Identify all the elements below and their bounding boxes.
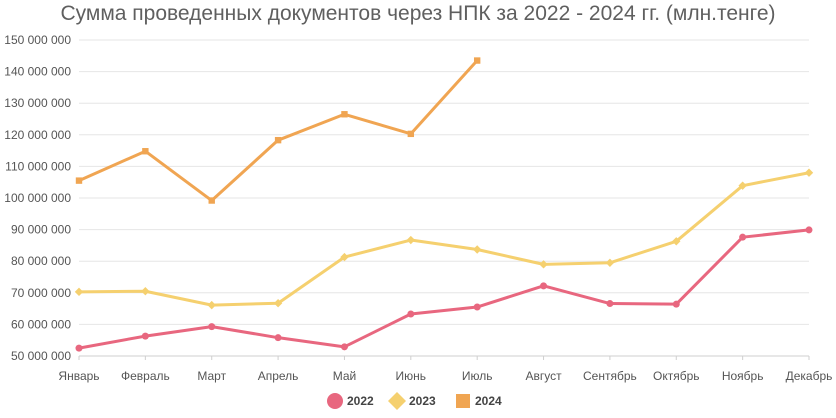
y-tick-label: 100 000 000	[4, 191, 71, 205]
data-point-2024	[341, 111, 348, 118]
legend-label: 2023	[409, 394, 436, 408]
data-point-2023	[74, 287, 84, 297]
data-point-2024	[407, 130, 415, 138]
x-tick-labels: Январь Февраль Март Апрель Май Июнь Июль Август…	[58, 369, 832, 383]
data-point-2023	[672, 237, 681, 246]
x-tick-label: Май	[333, 369, 357, 383]
data-point-2022	[141, 332, 149, 340]
y-tick-labels: 50 000 000 60 000 000 70 000 000 80 000 000…	[4, 33, 71, 363]
data-point-2023	[273, 299, 283, 308]
data-point-2023	[804, 168, 814, 177]
y-tick-label: 70 000 000	[11, 286, 71, 300]
axes	[78, 355, 810, 360]
y-tick-label: 90 000 000	[11, 223, 71, 237]
legend-marker	[388, 392, 406, 410]
x-tick-label: Декабрь	[786, 369, 833, 383]
series-2024	[75, 57, 481, 204]
x-tick-label: Март	[197, 369, 226, 383]
data-point-2024	[142, 148, 149, 155]
data-point-2024	[274, 136, 282, 144]
y-tick-label: 140 000 000	[4, 65, 71, 79]
x-tick-label: Июнь	[396, 369, 427, 383]
y-tick-label: 130 000 000	[4, 96, 71, 110]
data-point-2022	[739, 233, 747, 241]
legend: 2022 2023 2024	[327, 392, 502, 410]
y-tick-label: 110 000 000	[5, 159, 71, 173]
legend-label: 2022	[347, 394, 374, 408]
series-2023	[74, 168, 814, 310]
data-point-2023	[605, 258, 615, 267]
series	[74, 57, 814, 352]
data-point-2023	[207, 300, 216, 310]
data-point-2022	[208, 323, 216, 331]
data-point-2022	[540, 282, 548, 290]
grid-lines	[79, 39, 809, 357]
data-point-2022	[75, 344, 83, 352]
legend-item-2023[interactable]: 2023	[388, 392, 436, 410]
data-point-2023	[539, 260, 548, 269]
legend-marker	[456, 394, 470, 408]
legend-item-2022[interactable]: 2022	[327, 393, 374, 409]
data-point-2023	[406, 235, 416, 245]
y-tick-label: 50 000 000	[11, 349, 71, 363]
data-point-2022	[473, 303, 481, 311]
data-point-2022	[672, 300, 680, 308]
chart-title: Сумма проведенных документов через НПК з…	[60, 2, 776, 25]
y-tick-label: 80 000 000	[11, 254, 71, 268]
x-tick-label: Июль	[462, 369, 493, 383]
data-point-2022	[407, 310, 415, 318]
data-point-2022	[274, 334, 282, 342]
data-point-2024	[208, 197, 215, 204]
legend-item-2024[interactable]: 2024	[456, 394, 502, 408]
data-point-2024	[75, 177, 83, 184]
y-tick-label: 120 000 000	[4, 128, 71, 142]
data-point-2023	[141, 287, 150, 296]
x-tick-label: Сентябрь	[583, 369, 637, 383]
data-point-2022	[606, 300, 614, 308]
y-tick-label: 60 000 000	[11, 317, 71, 331]
x-tick-label: Ноябрь	[722, 369, 764, 383]
series-2022	[75, 226, 813, 352]
legend-label: 2024	[475, 394, 502, 408]
data-point-2023	[340, 252, 349, 262]
x-tick-label: Январь	[58, 369, 99, 383]
data-point-2023	[472, 245, 482, 254]
legend-marker	[327, 393, 343, 409]
series-line-2023	[77, 171, 811, 307]
x-tick-label: Август	[525, 369, 562, 383]
data-point-2022	[805, 226, 813, 234]
x-tick-label: Апрель	[258, 369, 299, 383]
series-line-2024	[77, 59, 479, 203]
series-line-2022	[77, 228, 811, 350]
x-tick-label: Февраль	[121, 369, 170, 383]
y-tick-label: 150 000 000	[4, 33, 71, 47]
x-tick-label: Октябрь	[653, 369, 700, 383]
data-point-2022	[340, 343, 348, 351]
data-point-2024	[473, 57, 481, 64]
data-point-2023	[738, 181, 747, 190]
